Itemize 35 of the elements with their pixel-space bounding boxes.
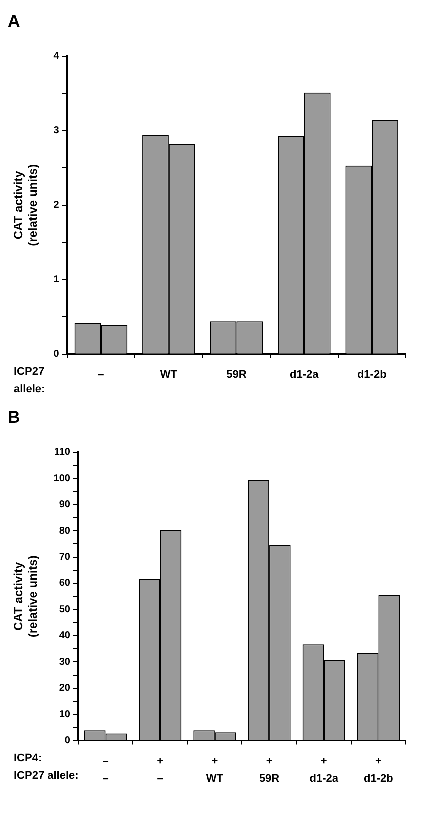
text: ICP4: xyxy=(14,752,42,764)
x-tick-label: d1-2b xyxy=(357,369,388,382)
x-tick-label: + d1-2a xyxy=(310,756,340,786)
y-tick-label: 1 xyxy=(54,274,60,286)
y-tick-label: 4 xyxy=(54,51,60,62)
y-axis-title: CAT activity (relative units) xyxy=(12,556,40,638)
y-tick-label: 0 xyxy=(64,736,71,747)
y-tick-label: 10 xyxy=(59,709,71,720)
x-tick-label: d1-2a xyxy=(290,369,320,382)
x-tick-label: + d1-2b xyxy=(364,756,394,786)
y-axis-title: CAT activity (relative units) xyxy=(12,164,40,246)
x-tick-label: + WT xyxy=(206,756,224,786)
y-tick-label: 70 xyxy=(59,552,71,564)
text: ICP27 allele: xyxy=(14,770,79,782)
x-tick-label: – xyxy=(98,369,104,382)
y-tick-label: 60 xyxy=(59,578,71,590)
x-tick-label: WT xyxy=(160,369,178,382)
y-tick-label: 110 xyxy=(54,447,71,458)
y-tick-label: 3 xyxy=(54,126,60,137)
y-tick-label: 100 xyxy=(54,473,71,484)
y-tick-label: 50 xyxy=(59,604,71,616)
chart-title: A xyxy=(8,12,20,31)
y-tick-label: 30 xyxy=(59,656,71,668)
y-tick-label: 90 xyxy=(59,500,71,511)
y-tick-label: 20 xyxy=(59,683,71,694)
chart-title: B xyxy=(8,408,20,427)
y-tick-label: 80 xyxy=(59,526,71,537)
x-tick-label: + 59R xyxy=(259,756,280,786)
x-tick-label: – – xyxy=(102,756,109,786)
y-tick-label: 2 xyxy=(54,200,60,212)
text: ICP27 allele: xyxy=(14,366,46,396)
x-tick-label: 59R xyxy=(226,369,247,382)
y-tick-label: 40 xyxy=(59,630,71,642)
x-tick-label: + – xyxy=(157,756,164,786)
y-tick-label: 0 xyxy=(54,349,60,360)
